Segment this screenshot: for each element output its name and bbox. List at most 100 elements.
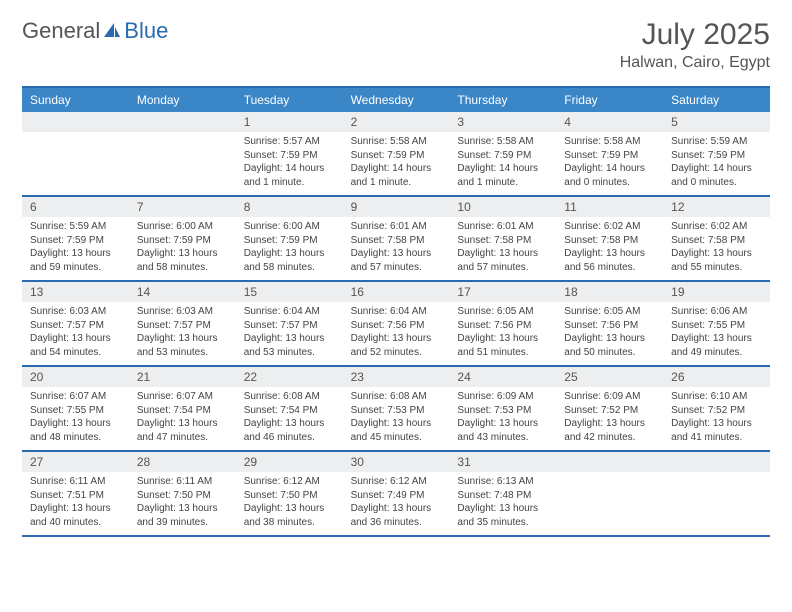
sunset-text: Sunset: 7:48 PM [457, 489, 548, 503]
day-details: Sunrise: 6:04 AMSunset: 7:56 PMDaylight:… [343, 302, 450, 365]
title-block: July 2025 Halwan, Cairo, Egypt [620, 18, 770, 72]
sunrise-text: Sunrise: 6:11 AM [30, 475, 121, 489]
sunset-text: Sunset: 7:57 PM [244, 319, 335, 333]
calendar-cell: 20Sunrise: 6:07 AMSunset: 7:55 PMDayligh… [22, 367, 129, 450]
day-number: 23 [343, 367, 450, 387]
week-row: 13Sunrise: 6:03 AMSunset: 7:57 PMDayligh… [22, 282, 770, 367]
day-details: Sunrise: 6:10 AMSunset: 7:52 PMDaylight:… [663, 387, 770, 450]
sunset-text: Sunset: 7:50 PM [137, 489, 228, 503]
day-details: Sunrise: 6:09 AMSunset: 7:52 PMDaylight:… [556, 387, 663, 450]
day-number: 30 [343, 452, 450, 472]
day-header: Tuesday [236, 88, 343, 112]
daylight-text: Daylight: 13 hours and 53 minutes. [244, 332, 335, 359]
daylight-text: Daylight: 14 hours and 1 minute. [457, 162, 548, 189]
brand-text-general: General [22, 18, 100, 44]
sunrise-text: Sunrise: 6:09 AM [457, 390, 548, 404]
sunrise-text: Sunrise: 6:02 AM [564, 220, 655, 234]
day-number: 16 [343, 282, 450, 302]
calendar-cell-empty [556, 452, 663, 535]
sunset-text: Sunset: 7:56 PM [457, 319, 548, 333]
sunrise-text: Sunrise: 6:05 AM [457, 305, 548, 319]
calendar-cell-empty [22, 112, 129, 195]
sunrise-text: Sunrise: 6:03 AM [137, 305, 228, 319]
sunrise-text: Sunrise: 5:58 AM [351, 135, 442, 149]
day-number: 6 [22, 197, 129, 217]
sunset-text: Sunset: 7:52 PM [564, 404, 655, 418]
calendar-cell: 23Sunrise: 6:08 AMSunset: 7:53 PMDayligh… [343, 367, 450, 450]
sunrise-text: Sunrise: 6:09 AM [564, 390, 655, 404]
day-header: Sunday [22, 88, 129, 112]
day-details: Sunrise: 6:12 AMSunset: 7:49 PMDaylight:… [343, 472, 450, 535]
weeks-container: 1Sunrise: 5:57 AMSunset: 7:59 PMDaylight… [22, 112, 770, 537]
day-number: 7 [129, 197, 236, 217]
brand-sail-icon [102, 21, 122, 42]
sunrise-text: Sunrise: 6:06 AM [671, 305, 762, 319]
sunrise-text: Sunrise: 6:01 AM [457, 220, 548, 234]
week-row: 20Sunrise: 6:07 AMSunset: 7:55 PMDayligh… [22, 367, 770, 452]
day-details: Sunrise: 6:09 AMSunset: 7:53 PMDaylight:… [449, 387, 556, 450]
calendar-cell: 6Sunrise: 5:59 AMSunset: 7:59 PMDaylight… [22, 197, 129, 280]
day-number: 18 [556, 282, 663, 302]
calendar-cell: 11Sunrise: 6:02 AMSunset: 7:58 PMDayligh… [556, 197, 663, 280]
calendar-cell: 25Sunrise: 6:09 AMSunset: 7:52 PMDayligh… [556, 367, 663, 450]
sunrise-text: Sunrise: 6:02 AM [671, 220, 762, 234]
daylight-text: Daylight: 13 hours and 41 minutes. [671, 417, 762, 444]
week-row: 1Sunrise: 5:57 AMSunset: 7:59 PMDaylight… [22, 112, 770, 197]
week-row: 27Sunrise: 6:11 AMSunset: 7:51 PMDayligh… [22, 452, 770, 537]
day-details: Sunrise: 6:05 AMSunset: 7:56 PMDaylight:… [449, 302, 556, 365]
daylight-text: Daylight: 13 hours and 36 minutes. [351, 502, 442, 529]
sunset-text: Sunset: 7:59 PM [137, 234, 228, 248]
calendar-cell: 31Sunrise: 6:13 AMSunset: 7:48 PMDayligh… [449, 452, 556, 535]
day-details: Sunrise: 6:03 AMSunset: 7:57 PMDaylight:… [129, 302, 236, 365]
day-details: Sunrise: 6:02 AMSunset: 7:58 PMDaylight:… [663, 217, 770, 280]
calendar-cell: 7Sunrise: 6:00 AMSunset: 7:59 PMDaylight… [129, 197, 236, 280]
calendar-cell: 17Sunrise: 6:05 AMSunset: 7:56 PMDayligh… [449, 282, 556, 365]
header: General Blue July 2025 Halwan, Cairo, Eg… [22, 18, 770, 72]
sunrise-text: Sunrise: 6:00 AM [244, 220, 335, 234]
day-number: 13 [22, 282, 129, 302]
sunset-text: Sunset: 7:59 PM [457, 149, 548, 163]
day-number: 31 [449, 452, 556, 472]
brand-text-blue: Blue [124, 18, 168, 44]
sunrise-text: Sunrise: 5:58 AM [564, 135, 655, 149]
day-details [663, 472, 770, 532]
daylight-text: Daylight: 13 hours and 51 minutes. [457, 332, 548, 359]
daylight-text: Daylight: 13 hours and 46 minutes. [244, 417, 335, 444]
daylight-text: Daylight: 13 hours and 47 minutes. [137, 417, 228, 444]
calendar-cell: 24Sunrise: 6:09 AMSunset: 7:53 PMDayligh… [449, 367, 556, 450]
daylight-text: Daylight: 13 hours and 53 minutes. [137, 332, 228, 359]
sunrise-text: Sunrise: 6:01 AM [351, 220, 442, 234]
daylight-text: Daylight: 13 hours and 38 minutes. [244, 502, 335, 529]
daylight-text: Daylight: 14 hours and 1 minute. [351, 162, 442, 189]
sunrise-text: Sunrise: 6:13 AM [457, 475, 548, 489]
day-number: 19 [663, 282, 770, 302]
sunrise-text: Sunrise: 6:03 AM [30, 305, 121, 319]
day-details: Sunrise: 6:00 AMSunset: 7:59 PMDaylight:… [236, 217, 343, 280]
day-details: Sunrise: 5:59 AMSunset: 7:59 PMDaylight:… [22, 217, 129, 280]
daylight-text: Daylight: 13 hours and 40 minutes. [30, 502, 121, 529]
calendar-cell: 5Sunrise: 5:59 AMSunset: 7:59 PMDaylight… [663, 112, 770, 195]
daylight-text: Daylight: 13 hours and 42 minutes. [564, 417, 655, 444]
day-header: Monday [129, 88, 236, 112]
day-details [22, 132, 129, 192]
day-details: Sunrise: 6:04 AMSunset: 7:57 PMDaylight:… [236, 302, 343, 365]
sunset-text: Sunset: 7:52 PM [671, 404, 762, 418]
sunset-text: Sunset: 7:58 PM [351, 234, 442, 248]
daylight-text: Daylight: 13 hours and 50 minutes. [564, 332, 655, 359]
daylight-text: Daylight: 14 hours and 0 minutes. [564, 162, 655, 189]
day-details: Sunrise: 6:12 AMSunset: 7:50 PMDaylight:… [236, 472, 343, 535]
calendar-cell: 16Sunrise: 6:04 AMSunset: 7:56 PMDayligh… [343, 282, 450, 365]
day-headers-row: SundayMondayTuesdayWednesdayThursdayFrid… [22, 88, 770, 112]
sunset-text: Sunset: 7:54 PM [137, 404, 228, 418]
sunset-text: Sunset: 7:59 PM [564, 149, 655, 163]
day-details [556, 472, 663, 532]
day-number: 5 [663, 112, 770, 132]
sunrise-text: Sunrise: 5:57 AM [244, 135, 335, 149]
day-details: Sunrise: 5:58 AMSunset: 7:59 PMDaylight:… [556, 132, 663, 195]
day-number: 4 [556, 112, 663, 132]
sunrise-text: Sunrise: 6:11 AM [137, 475, 228, 489]
day-details: Sunrise: 6:06 AMSunset: 7:55 PMDaylight:… [663, 302, 770, 365]
sunset-text: Sunset: 7:57 PM [137, 319, 228, 333]
sunrise-text: Sunrise: 6:08 AM [351, 390, 442, 404]
day-details: Sunrise: 6:08 AMSunset: 7:53 PMDaylight:… [343, 387, 450, 450]
